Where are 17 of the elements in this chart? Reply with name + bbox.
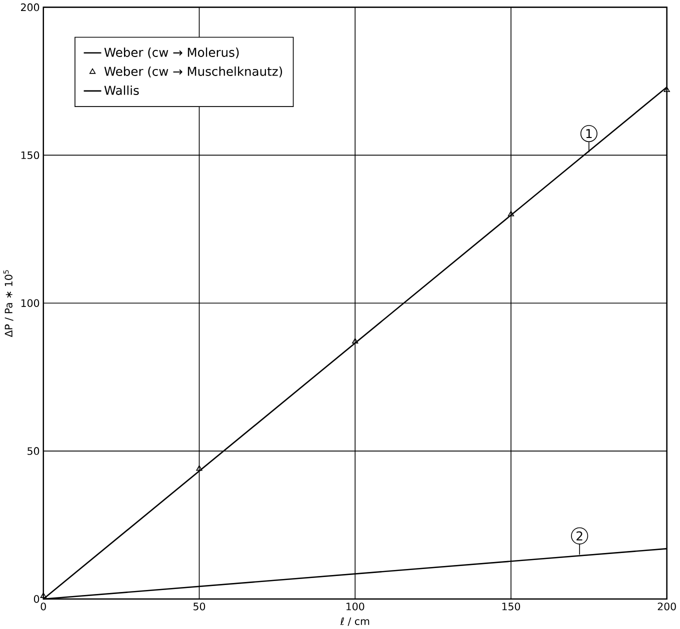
x-tick-label: 0 — [40, 602, 46, 610]
x-tick-label: 200 — [658, 602, 676, 610]
legend-label: Wallis — [104, 85, 139, 95]
y-axis-title: ΔP / Pa ∗ 10$^{5}$ — [3, 270, 14, 337]
x-tick-label: 100 — [346, 602, 364, 610]
y-tick-label: 50 — [28, 447, 40, 455]
y-tick-label: 0 — [34, 594, 40, 603]
y-tick-label: 200 — [21, 3, 40, 11]
annotation: 1 — [586, 128, 592, 138]
annotation: 2 — [576, 531, 582, 540]
y-tick-label: 150 — [21, 151, 40, 159]
x-tick-label: 50 — [194, 602, 206, 610]
y-tick-label: 100 — [21, 299, 40, 307]
legend-label: Weber (cw → Molerus) — [104, 47, 239, 58]
legend-label: Weber (cw → Muschelknautz) — [104, 66, 282, 78]
x-tick-label: 150 — [502, 602, 520, 610]
x-axis-title: ℓ / cm — [340, 617, 370, 626]
